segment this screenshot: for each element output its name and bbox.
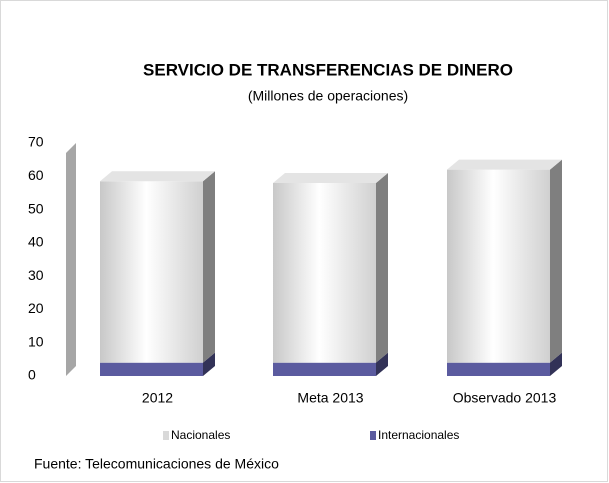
bar [447, 362, 550, 376]
source: Fuente: Telecomunicaciones de México [34, 456, 279, 472]
bar-top [447, 159, 562, 170]
bar-side [376, 352, 388, 376]
y-tick-label: 20 [28, 300, 44, 316]
x-tick-label: Meta 2013 [297, 390, 363, 406]
legend-label: Nacionales [171, 428, 230, 442]
bar-side [550, 159, 562, 363]
bar [100, 181, 203, 363]
y-tick-label: 70 [28, 134, 44, 150]
x-tick-label: Observado 2013 [453, 390, 557, 406]
chart-title: SERVICIO DE TRANSFERENCIAS DE DINERO [143, 60, 513, 79]
chart-subtitle: (Millones de operaciones) [248, 88, 408, 104]
y-tick-label: 60 [28, 167, 44, 183]
bar-side [376, 172, 388, 363]
legend-swatch [163, 431, 169, 440]
bar-top [100, 171, 215, 182]
bar [100, 362, 203, 376]
y-tick-label: 10 [28, 333, 44, 349]
bar [273, 182, 376, 363]
y-tick-label: 0 [28, 367, 36, 383]
bar [273, 362, 376, 376]
legend-swatch [370, 431, 376, 440]
bar-side [550, 352, 562, 376]
y-tick-label: 50 [28, 200, 44, 216]
legend-label: Internacionales [378, 428, 459, 442]
x-tick-label: 2012 [142, 390, 173, 406]
bar-side [203, 171, 215, 363]
y-tick-label: 30 [28, 267, 44, 283]
axis-wall [66, 143, 76, 376]
y-tick-label: 40 [28, 234, 44, 250]
bar [447, 169, 550, 363]
bar-top [273, 172, 388, 183]
bar-side [203, 352, 215, 376]
